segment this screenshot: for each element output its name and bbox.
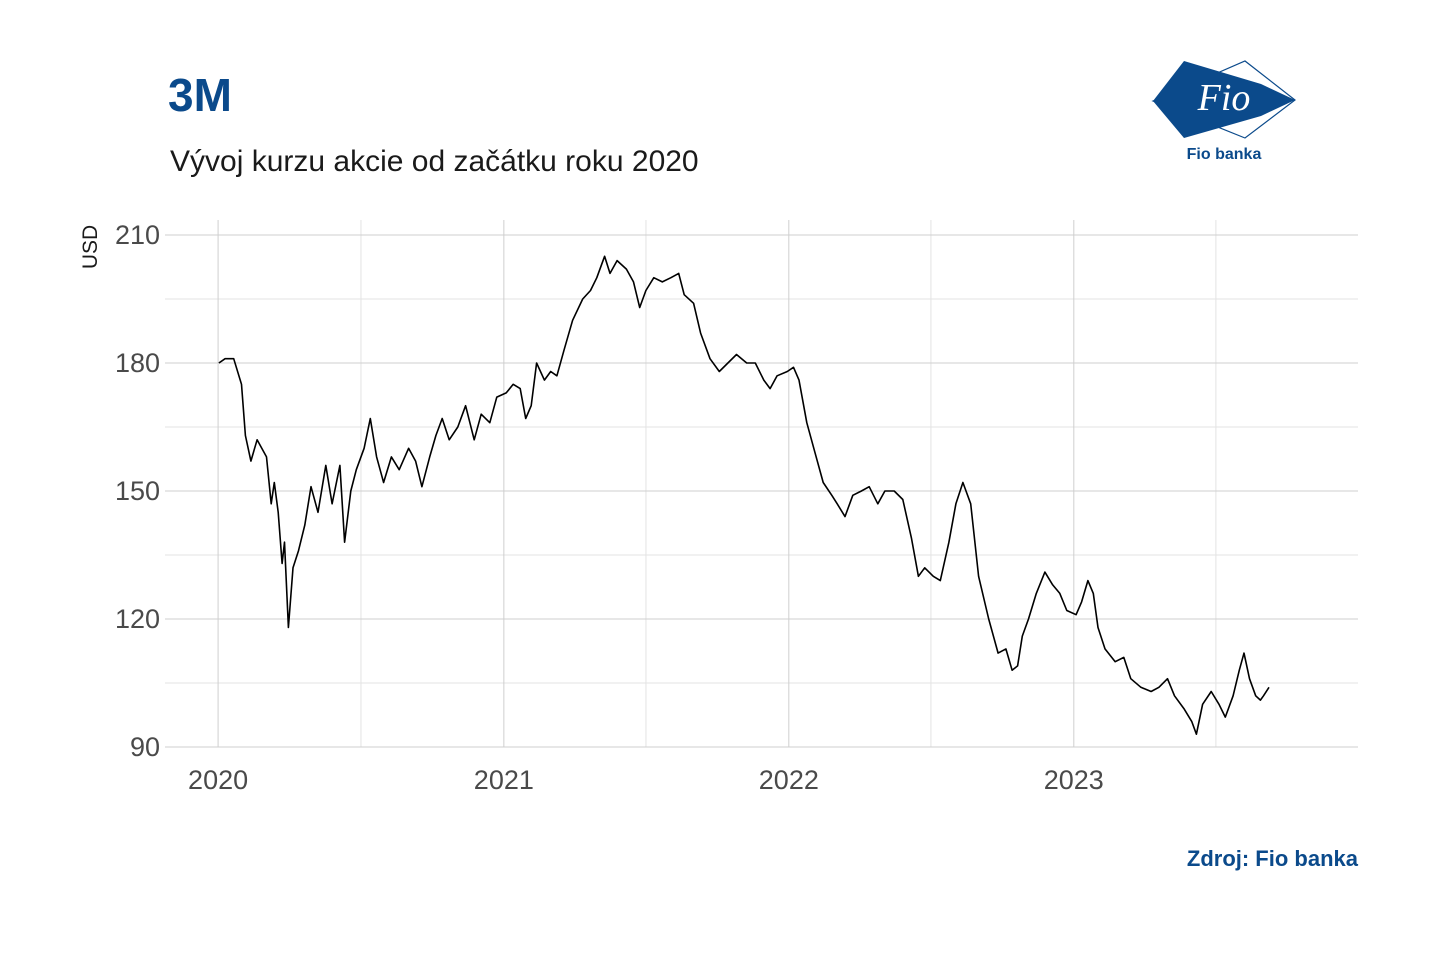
y-axis-label: USD	[79, 225, 102, 269]
y-tick-label: 150	[115, 476, 160, 506]
logo-flag-body	[1184, 61, 1295, 138]
x-tick-label: 2021	[474, 765, 534, 795]
grid-major	[165, 220, 1358, 748]
y-tick-label: 180	[115, 348, 160, 378]
y-tick-label: 210	[115, 220, 160, 250]
logo-mark-text: Fio	[1197, 77, 1251, 119]
x-tick-label: 2023	[1044, 765, 1104, 795]
y-axis: 90 120 150 180 210	[115, 220, 160, 762]
grid-minor	[165, 220, 1358, 747]
logo-caption: Fio banka	[1187, 146, 1262, 163]
chart-subtitle: Vývoj kurzu akcie od začátku roku 2020	[170, 145, 699, 178]
x-axis: 2020 2021 2022 2023	[188, 765, 1104, 795]
x-tick-label: 2022	[759, 765, 819, 795]
price-series-line	[218, 255, 1270, 735]
logo-flag-left	[1153, 61, 1184, 138]
y-tick-label: 90	[130, 732, 160, 762]
source-note: Zdroj: Fio banka	[1186, 846, 1358, 871]
chart-title: 3M	[168, 69, 232, 121]
fio-banka-logo: Fio Fio banka	[1151, 60, 1296, 163]
x-tick-label: 2020	[188, 765, 248, 795]
y-tick-label: 120	[115, 604, 160, 634]
